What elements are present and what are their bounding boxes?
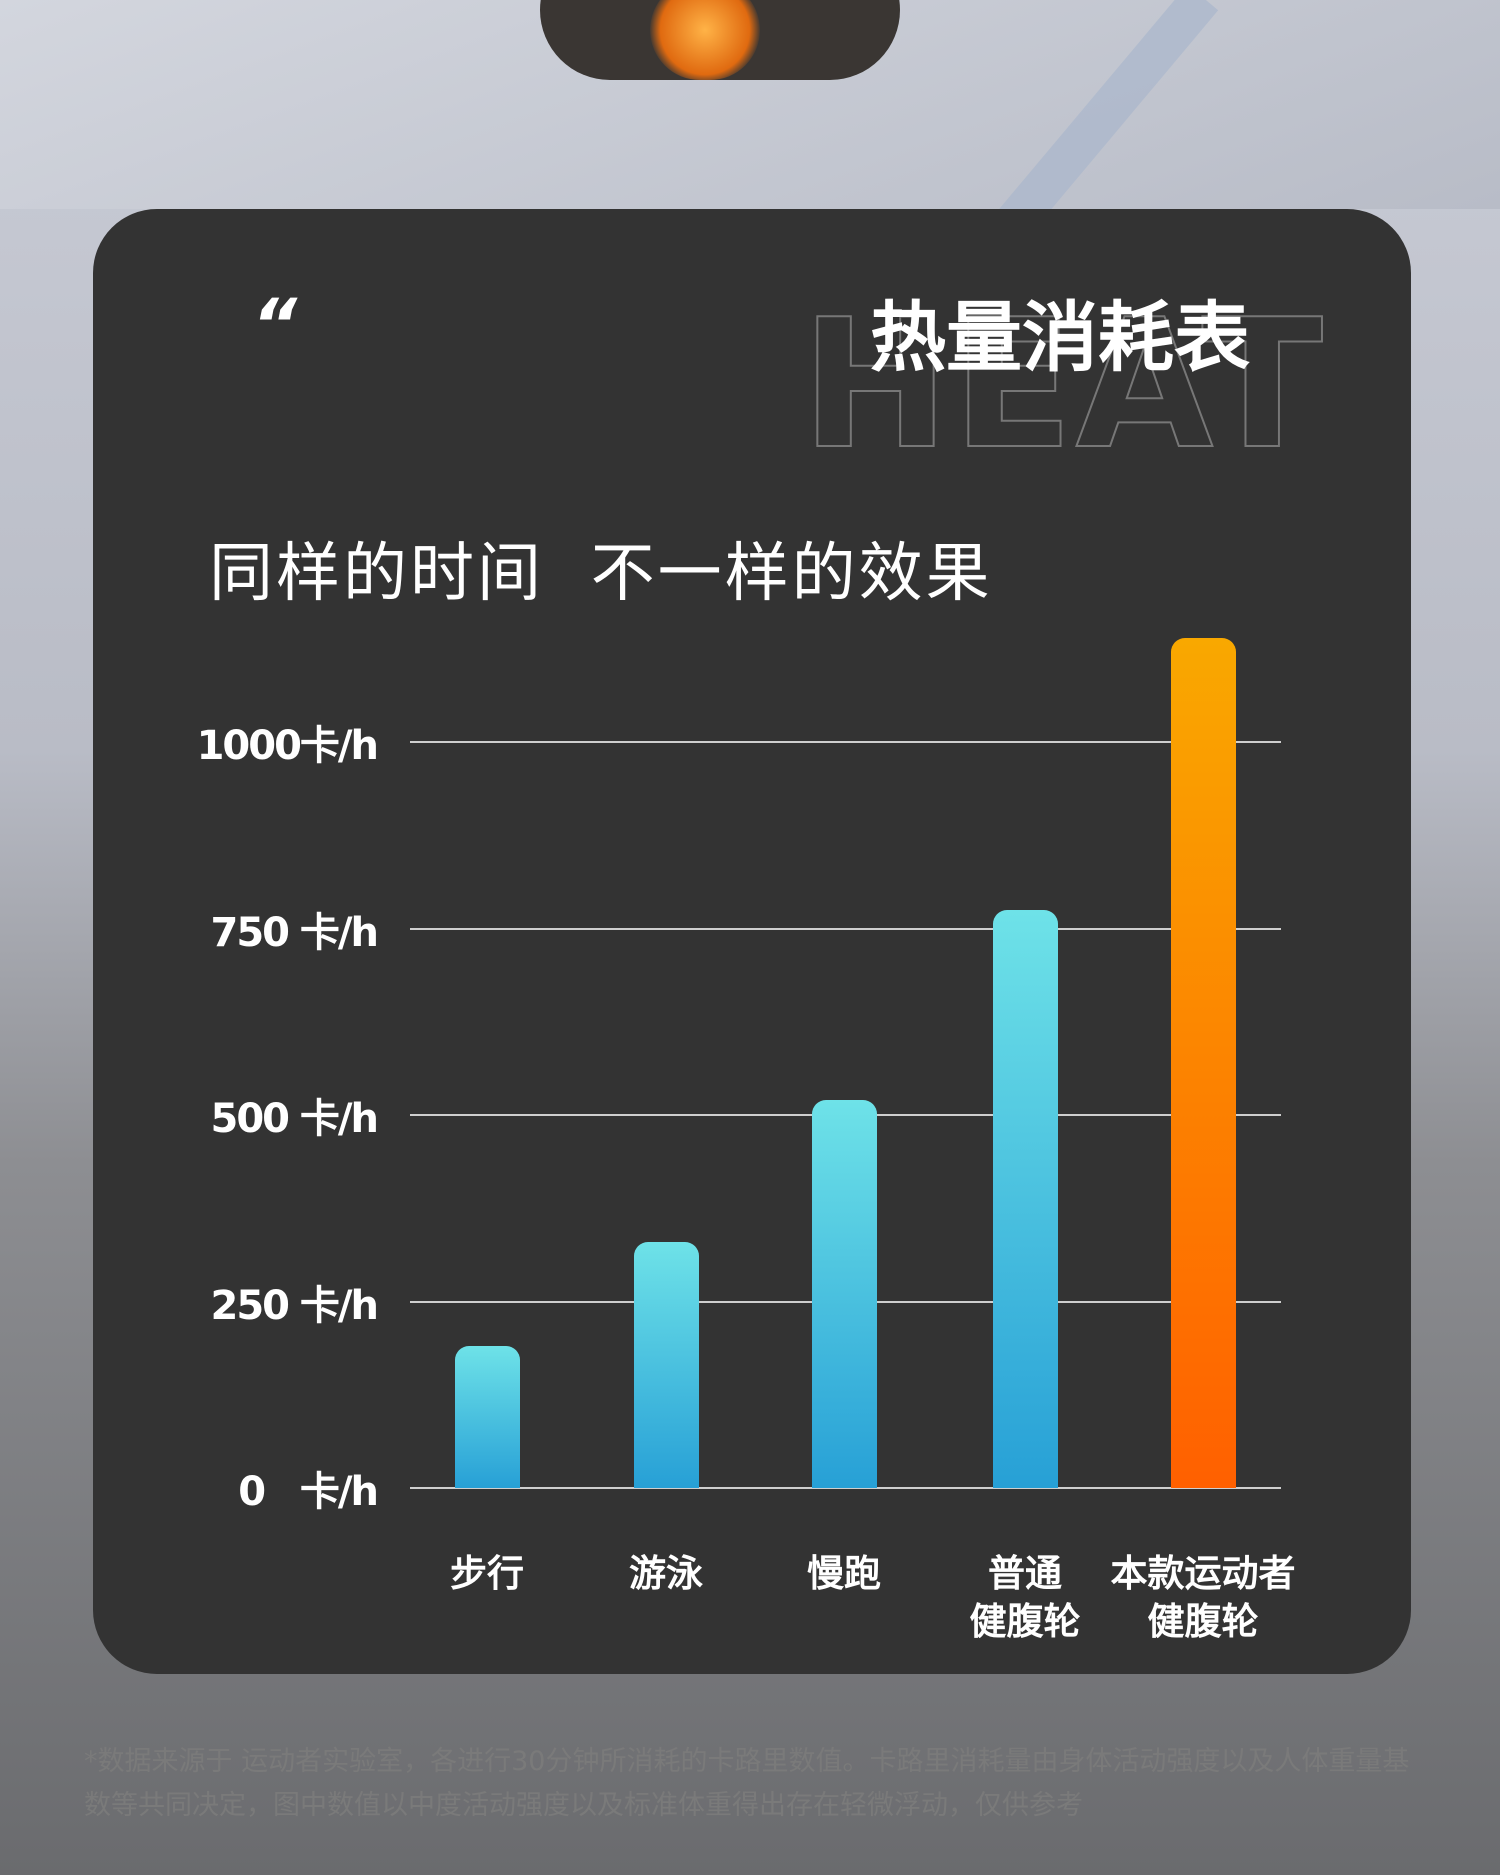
- grid-line: [410, 1487, 1281, 1489]
- bar: [633, 1241, 699, 1488]
- y-tick-label: 750 卡/h: [210, 909, 379, 956]
- bar: [454, 1346, 520, 1488]
- bar: [1170, 637, 1236, 1488]
- bar: [992, 909, 1058, 1488]
- quote-mark: “: [252, 284, 298, 366]
- x-tick-label: 慢跑: [807, 1552, 881, 1595]
- grid-line: [410, 927, 1281, 930]
- x-tick-label: 步行: [450, 1552, 524, 1595]
- product-glow: [650, 0, 760, 80]
- x-tick-label: 本款运动者 健腹轮: [1110, 1552, 1296, 1643]
- x-tick-label: 游泳: [629, 1552, 703, 1595]
- y-tick-label: 500 卡/h: [210, 1096, 379, 1142]
- x-tick-label: 普通 健腹轮: [969, 1552, 1081, 1643]
- grid-line: [410, 741, 1281, 743]
- title-background-text: HEAT: [800, 281, 1325, 488]
- y-tick-label: 0 卡/h: [238, 1469, 379, 1515]
- footnote: *数据来源于 运动者实验室，各进行30分钟所消耗的卡路里数值。卡路里消耗量由身体…: [84, 1746, 1410, 1821]
- y-tick-label: 250 卡/h: [210, 1282, 379, 1329]
- subtitle: 同样的时间 不一样的效果: [209, 537, 993, 611]
- bar: [811, 1100, 877, 1488]
- chart-title: 热量消耗表: [870, 293, 1250, 382]
- y-tick-label: 1000卡/h: [196, 723, 379, 769]
